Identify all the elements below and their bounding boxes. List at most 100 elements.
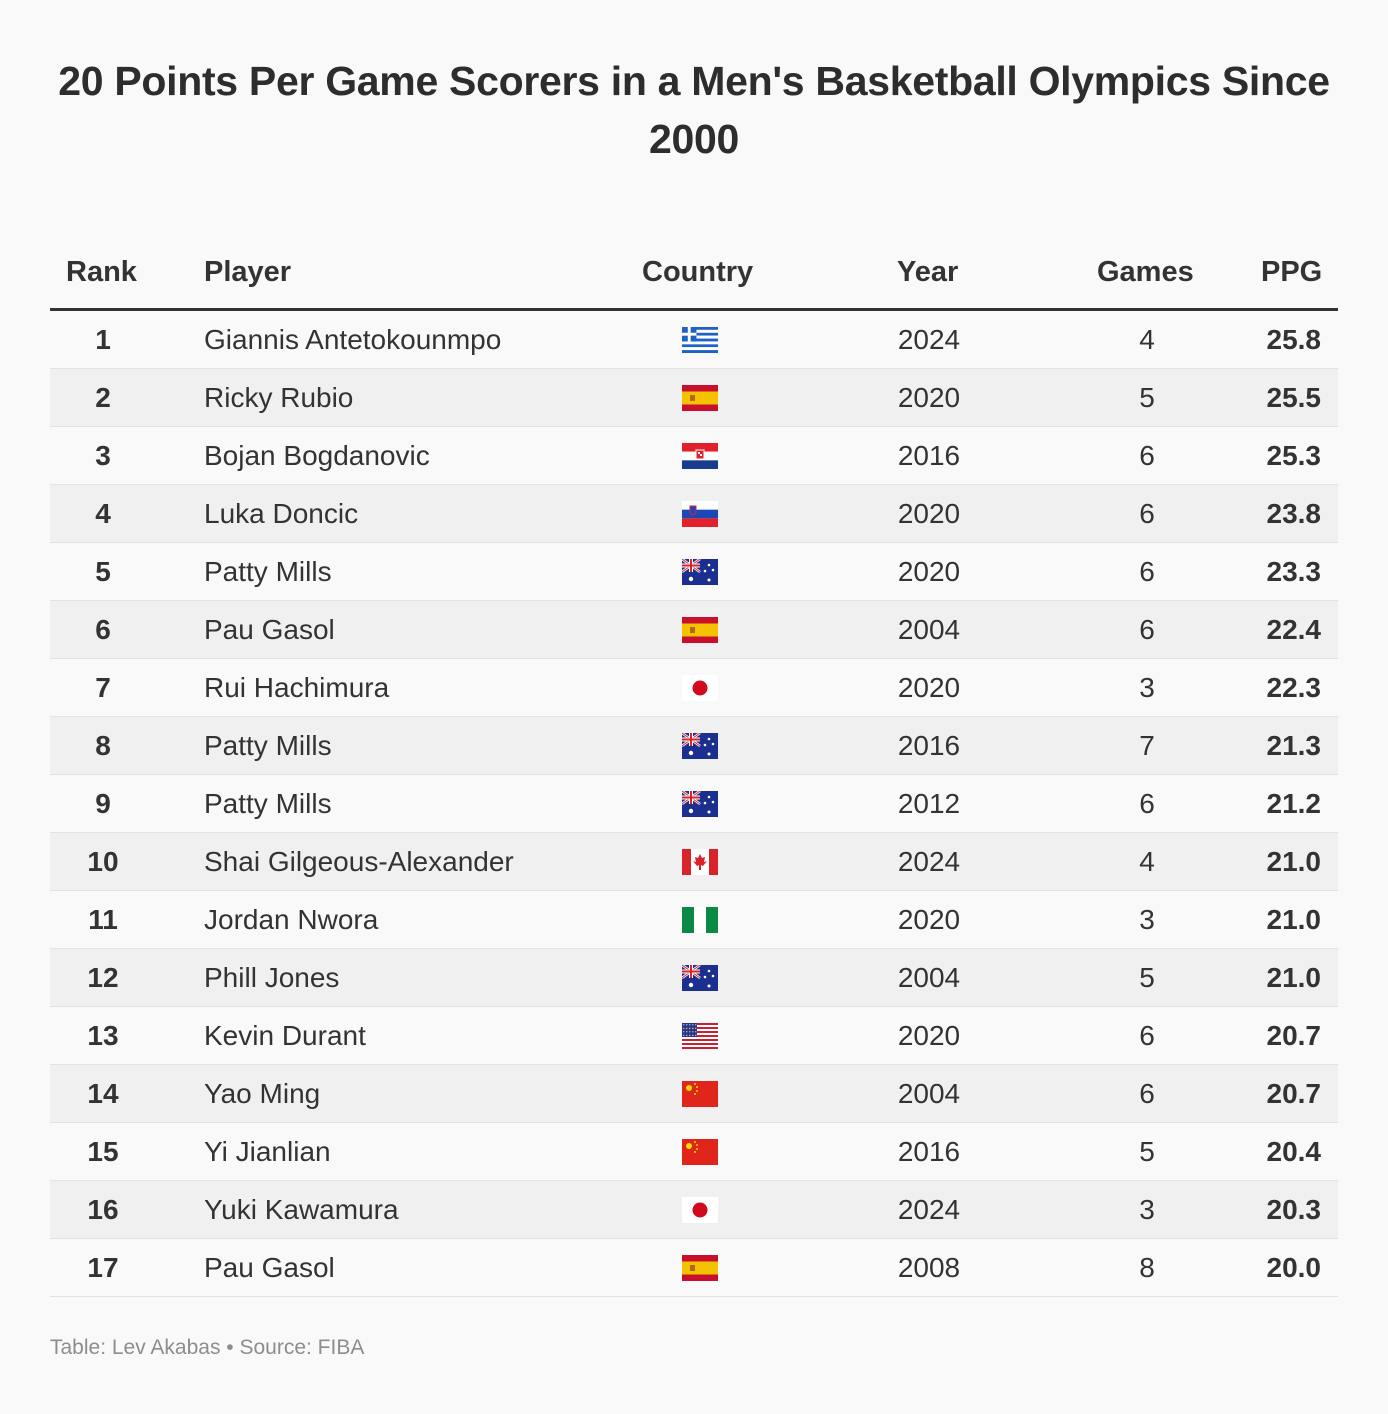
- rank-cell: 10: [87, 846, 119, 877]
- table-row: 12 Phill Jones 2004 5 21.0: [50, 949, 1338, 1007]
- games-cell: 3: [1139, 1194, 1155, 1225]
- table-row: 7 Rui Hachimura 2020 3 22.3: [50, 659, 1338, 717]
- year-cell: 2004: [897, 962, 961, 993]
- japan-flag-icon: [682, 659, 718, 716]
- player-cell: Kevin Durant: [204, 1020, 366, 1051]
- player-cell: Shai Gilgeous-Alexander: [204, 846, 514, 877]
- col-header-year: Year: [897, 256, 959, 288]
- year-cell: 2008: [897, 1252, 961, 1283]
- ppg-cell: 21.2: [1266, 788, 1322, 819]
- year-cell: 2020: [897, 382, 961, 413]
- rank-cell: 9: [95, 788, 111, 819]
- games-cell: 3: [1139, 904, 1155, 935]
- games-cell: 7: [1139, 730, 1155, 761]
- ppg-cell: 21.3: [1266, 730, 1322, 761]
- games-cell: 4: [1139, 846, 1155, 877]
- ppg-cell: 25.3: [1266, 440, 1322, 471]
- table-row: 16 Yuki Kawamura 2024 3 20.3: [50, 1181, 1338, 1239]
- table-header: Rank Player Country Year Games PPG: [50, 240, 1338, 311]
- games-cell: 5: [1139, 962, 1155, 993]
- games-cell: 6: [1139, 614, 1155, 645]
- australia-flag-icon: [682, 775, 718, 832]
- year-cell: 2024: [897, 324, 961, 355]
- rank-cell: 17: [87, 1252, 119, 1283]
- table-row: 10 Shai Gilgeous-Alexander 2024 4 21.0: [50, 833, 1338, 891]
- games-cell: 6: [1139, 788, 1155, 819]
- player-cell: Rui Hachimura: [204, 672, 390, 703]
- games-cell: 6: [1139, 1020, 1155, 1051]
- australia-flag-icon: [682, 717, 718, 774]
- player-cell: Pau Gasol: [204, 1252, 335, 1283]
- games-cell: 5: [1139, 382, 1155, 413]
- slovenia-flag-icon: [682, 485, 718, 542]
- rank-cell: 13: [87, 1020, 119, 1051]
- rank-cell: 6: [95, 614, 111, 645]
- player-cell: Ricky Rubio: [204, 382, 354, 413]
- china-flag-icon: [682, 1123, 718, 1180]
- ppg-cell: 20.7: [1266, 1020, 1322, 1051]
- ppg-cell: 22.4: [1266, 614, 1322, 645]
- games-cell: 6: [1139, 498, 1155, 529]
- games-cell: 8: [1139, 1252, 1155, 1283]
- table-row: 9 Patty Mills 2012 6 21.2: [50, 775, 1338, 833]
- spain-flag-icon: [682, 601, 718, 658]
- table-row: 11 Jordan Nwora 2020 3 21.0: [50, 891, 1338, 949]
- ppg-cell: 20.7: [1266, 1078, 1322, 1109]
- table-row: 15 Yi Jianlian 2016 5 20.4: [50, 1123, 1338, 1181]
- greece-flag-icon: [682, 311, 718, 368]
- spain-flag-icon: [682, 369, 718, 426]
- player-cell: Bojan Bogdanovic: [204, 440, 430, 471]
- col-header-games: Games: [1097, 256, 1194, 288]
- rank-cell: 15: [87, 1136, 119, 1167]
- usa-flag-icon: [682, 1007, 718, 1064]
- ppg-cell: 21.0: [1266, 846, 1322, 877]
- rank-cell: 5: [95, 556, 111, 587]
- ppg-cell: 25.8: [1266, 324, 1322, 355]
- australia-flag-icon: [682, 543, 718, 600]
- rank-cell: 8: [95, 730, 111, 761]
- scorers-table: Rank Player Country Year Games PPG 1 Gian…: [50, 240, 1338, 1297]
- rank-cell: 4: [95, 498, 111, 529]
- australia-flag-icon: [682, 949, 718, 1006]
- croatia-flag-icon: [682, 427, 718, 484]
- table-row: 5 Patty Mills 2020 6 23.3: [50, 543, 1338, 601]
- japan-flag-icon: [682, 1181, 718, 1238]
- player-cell: Yuki Kawamura: [204, 1194, 399, 1225]
- year-cell: 2016: [897, 730, 961, 761]
- table-row: 17 Pau Gasol 2008 8 20.0: [50, 1239, 1338, 1297]
- rank-cell: 16: [87, 1194, 119, 1225]
- ppg-cell: 21.0: [1266, 962, 1322, 993]
- col-header-rank: Rank: [66, 256, 137, 288]
- games-cell: 5: [1139, 1136, 1155, 1167]
- table-row: 14 Yao Ming 2004 6 20.7: [50, 1065, 1338, 1123]
- rank-cell: 3: [95, 440, 111, 471]
- player-cell: Patty Mills: [204, 556, 332, 587]
- table-row: 4 Luka Doncic 2020 6 23.8: [50, 485, 1338, 543]
- year-cell: 2020: [897, 904, 961, 935]
- col-header-country: Country: [642, 256, 754, 288]
- player-cell: Pau Gasol: [204, 614, 335, 645]
- rank-cell: 7: [95, 672, 111, 703]
- rank-cell: 1: [95, 324, 111, 355]
- rank-cell: 14: [87, 1078, 119, 1109]
- player-cell: Jordan Nwora: [204, 904, 379, 935]
- rank-cell: 12: [87, 962, 119, 993]
- year-cell: 2020: [897, 556, 961, 587]
- year-cell: 2004: [897, 1078, 961, 1109]
- ppg-cell: 23.8: [1266, 498, 1322, 529]
- player-cell: Phill Jones: [204, 962, 340, 993]
- games-cell: 4: [1139, 324, 1155, 355]
- games-cell: 6: [1139, 1078, 1155, 1109]
- china-flag-icon: [682, 1065, 718, 1122]
- year-cell: 2020: [897, 498, 961, 529]
- year-cell: 2020: [897, 1020, 961, 1051]
- player-cell: Giannis Antetokounmpo: [204, 324, 502, 355]
- ppg-cell: 23.3: [1266, 556, 1322, 587]
- year-cell: 2016: [897, 440, 961, 471]
- year-cell: 2016: [897, 1136, 961, 1167]
- ppg-cell: 25.5: [1266, 382, 1322, 413]
- nigeria-flag-icon: [682, 891, 718, 948]
- year-cell: 2020: [897, 672, 961, 703]
- table-body: 1 Giannis Antetokounmpo 2024 4 25.8 2 Ricky Ru…: [50, 311, 1338, 1297]
- table-row: 1 Giannis Antetokounmpo 2024 4 25.8: [50, 311, 1338, 369]
